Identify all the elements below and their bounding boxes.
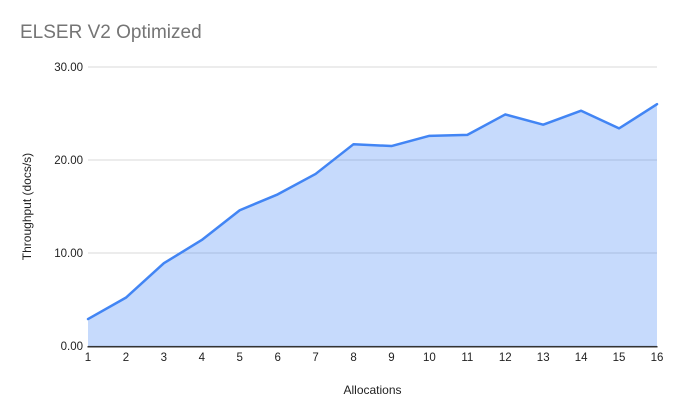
x-tick-label: 12 bbox=[499, 352, 512, 364]
chart-title: ELSER V2 Optimized bbox=[20, 22, 202, 43]
x-tick-label: 14 bbox=[575, 352, 588, 364]
x-tick-label: 10 bbox=[423, 352, 436, 364]
x-tick-label: 2 bbox=[123, 352, 129, 364]
area-fill bbox=[88, 104, 657, 346]
x-tick-label: 16 bbox=[651, 352, 664, 364]
x-tick-label: 4 bbox=[199, 352, 206, 364]
x-tick-label: 6 bbox=[274, 352, 280, 364]
x-tick-label: 15 bbox=[613, 352, 626, 364]
x-tick-label: 13 bbox=[537, 352, 550, 364]
x-tick-label: 5 bbox=[237, 352, 243, 364]
series-line bbox=[86, 102, 659, 321]
x-tick-label: 3 bbox=[161, 352, 167, 364]
x-tick-label: 9 bbox=[388, 352, 394, 364]
y-tick-label: 10.00 bbox=[54, 248, 83, 260]
x-tick-label: 11 bbox=[461, 352, 473, 364]
x-axis-title: Allocations bbox=[343, 383, 402, 397]
x-tick-label: 1 bbox=[85, 352, 91, 364]
x-tick-label: 8 bbox=[350, 352, 356, 364]
y-tick-label: 30.00 bbox=[54, 62, 83, 74]
y-tick-label: 20.00 bbox=[54, 155, 83, 167]
x-tick-label: 7 bbox=[312, 352, 318, 364]
y-tick-label: 0.00 bbox=[61, 341, 83, 353]
